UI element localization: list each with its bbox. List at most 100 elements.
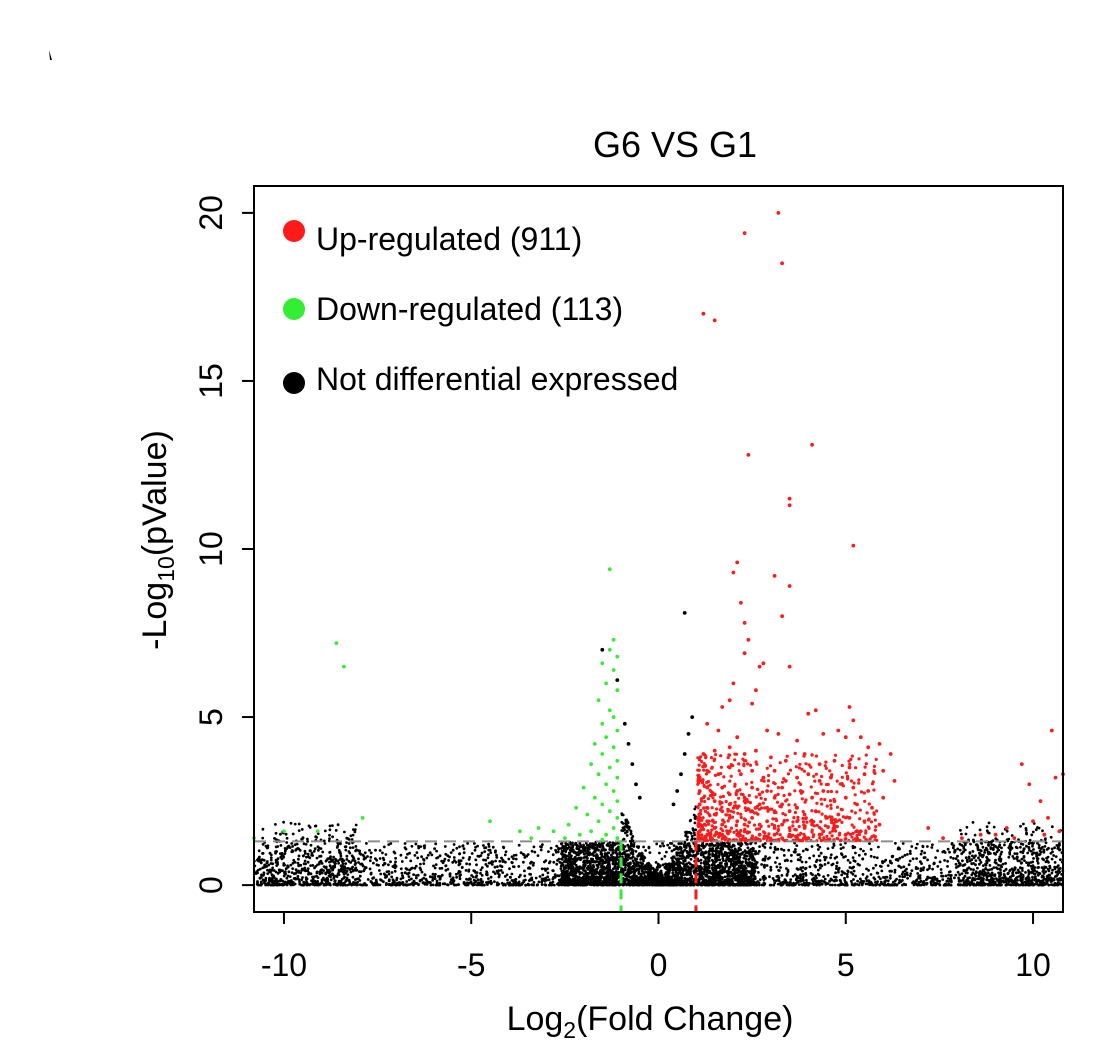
ns-point <box>545 878 549 882</box>
ns-point <box>674 876 678 880</box>
ns-point <box>261 852 265 855</box>
ns-point <box>593 850 597 853</box>
ns-point <box>757 883 761 887</box>
ns-point <box>506 878 509 882</box>
ns-point <box>915 857 918 860</box>
ns-point <box>836 883 840 887</box>
ns-point <box>411 881 414 885</box>
ns-point <box>775 865 779 869</box>
ns-point <box>434 863 438 866</box>
ns-point <box>597 882 601 886</box>
ns-point <box>421 881 425 885</box>
ns-point <box>629 851 633 855</box>
ns-point <box>529 873 532 876</box>
ns-point <box>888 876 892 880</box>
ns-point <box>907 863 911 867</box>
ns-point <box>890 869 893 873</box>
ns-point <box>603 860 607 864</box>
ns-point <box>369 871 373 875</box>
ns-point <box>464 869 468 872</box>
ns-point <box>1037 826 1041 830</box>
ns-point <box>611 880 614 884</box>
ns-point <box>390 875 394 879</box>
ns-point <box>709 871 713 875</box>
ns-point <box>451 848 455 852</box>
ns-point <box>374 848 377 852</box>
ns-point <box>567 864 571 867</box>
ns-point <box>772 883 776 887</box>
ns-point <box>517 843 521 847</box>
ns-point <box>697 866 701 870</box>
ns-point <box>921 845 925 849</box>
ns-point <box>751 846 755 850</box>
ns-point <box>454 872 458 876</box>
ns-point <box>961 859 964 863</box>
ns-point <box>461 856 465 860</box>
ns-point <box>370 880 373 884</box>
ns-point <box>790 883 794 887</box>
ns-point <box>859 847 863 851</box>
ns-point <box>721 854 725 858</box>
ns-point <box>474 875 478 879</box>
ns-point <box>509 876 512 879</box>
ns-point <box>416 856 420 860</box>
ns-point <box>698 877 702 881</box>
ns-point <box>410 877 413 881</box>
ns-point <box>567 857 570 860</box>
ns-point <box>607 880 611 883</box>
ns-point <box>898 875 902 878</box>
ns-point <box>726 873 730 876</box>
ns-point <box>747 857 751 861</box>
ns-point <box>489 882 493 886</box>
ns-point <box>649 864 653 868</box>
ns-point <box>744 857 748 861</box>
ns-point <box>712 875 716 879</box>
ns-point <box>715 851 718 855</box>
ns-point <box>561 881 565 884</box>
ns-point <box>804 872 808 875</box>
ns-point <box>314 835 318 839</box>
ns-point <box>387 863 390 867</box>
ns-point <box>360 883 363 887</box>
ns-point <box>826 847 830 850</box>
ns-point <box>400 860 404 863</box>
ns-point <box>731 868 735 872</box>
ns-point <box>788 883 791 887</box>
ns-point <box>524 883 528 887</box>
ns-point <box>1025 861 1028 864</box>
ns-point <box>1019 850 1023 854</box>
ns-point <box>872 866 875 870</box>
ns-point <box>793 873 797 876</box>
ns-point <box>438 854 442 858</box>
ns-point <box>692 870 696 873</box>
ns-point <box>544 883 548 887</box>
ns-point <box>456 883 460 886</box>
ns-point <box>546 871 550 875</box>
ns-point <box>403 846 407 849</box>
ns-point <box>881 861 884 865</box>
ns-point <box>663 883 667 887</box>
ns-point <box>1050 825 1054 829</box>
ns-point <box>540 877 544 881</box>
ns-point <box>720 861 723 865</box>
ns-point <box>578 865 582 868</box>
ns-point <box>839 881 843 885</box>
ns-point <box>707 864 711 868</box>
ns-point <box>922 880 926 883</box>
ns-point <box>595 863 599 867</box>
ns-point <box>805 881 809 885</box>
ns-point <box>417 844 420 848</box>
ns-point <box>362 857 366 861</box>
ns-point <box>458 874 462 878</box>
ns-point <box>1031 875 1034 879</box>
ns-point <box>479 871 482 875</box>
ns-point <box>665 871 669 875</box>
ns-point <box>444 864 448 868</box>
ns-point <box>621 883 625 887</box>
ns-point <box>415 876 418 880</box>
ns-point <box>954 873 958 877</box>
ns-point <box>552 883 556 887</box>
ns-point <box>780 847 783 851</box>
ns-point <box>777 869 781 872</box>
ns-point <box>889 874 892 877</box>
